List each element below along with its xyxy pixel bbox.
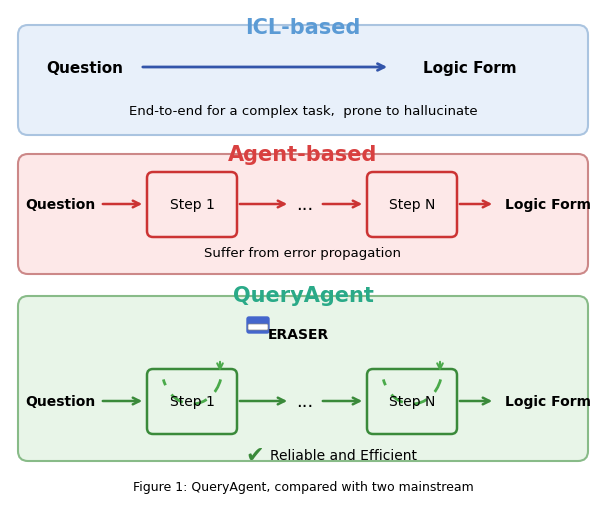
FancyBboxPatch shape: [18, 155, 588, 274]
FancyBboxPatch shape: [367, 173, 457, 237]
FancyBboxPatch shape: [18, 296, 588, 461]
Text: ERASER: ERASER: [268, 327, 329, 341]
Text: Step 1: Step 1: [170, 197, 215, 212]
FancyBboxPatch shape: [147, 369, 237, 434]
Text: Step N: Step N: [389, 394, 435, 408]
Text: Question: Question: [25, 197, 95, 212]
FancyBboxPatch shape: [367, 369, 457, 434]
Text: Logic Form: Logic Form: [505, 394, 591, 408]
Text: ✔: ✔: [245, 445, 264, 465]
FancyBboxPatch shape: [248, 324, 268, 330]
Text: Question: Question: [47, 61, 124, 75]
Text: Step 1: Step 1: [170, 394, 215, 408]
Text: Logic Form: Logic Form: [505, 197, 591, 212]
Text: ...: ...: [296, 392, 314, 410]
Text: End-to-end for a complex task,  prone to hallucinate: End-to-end for a complex task, prone to …: [128, 105, 478, 117]
Text: Agent-based: Agent-based: [228, 145, 378, 165]
Text: Question: Question: [25, 394, 95, 408]
Text: Suffer from error propagation: Suffer from error propagation: [204, 246, 402, 259]
FancyBboxPatch shape: [247, 317, 269, 333]
Text: Figure 1: QueryAgent, compared with two mainstream: Figure 1: QueryAgent, compared with two …: [133, 481, 473, 493]
Text: Step N: Step N: [389, 197, 435, 212]
Text: Reliable and Efficient: Reliable and Efficient: [270, 448, 417, 462]
Text: ...: ...: [296, 195, 314, 214]
FancyBboxPatch shape: [147, 173, 237, 237]
FancyBboxPatch shape: [18, 26, 588, 136]
Text: ICL-based: ICL-based: [245, 18, 361, 38]
Text: QueryAgent: QueryAgent: [233, 285, 373, 306]
Text: Logic Form: Logic Form: [423, 61, 517, 75]
